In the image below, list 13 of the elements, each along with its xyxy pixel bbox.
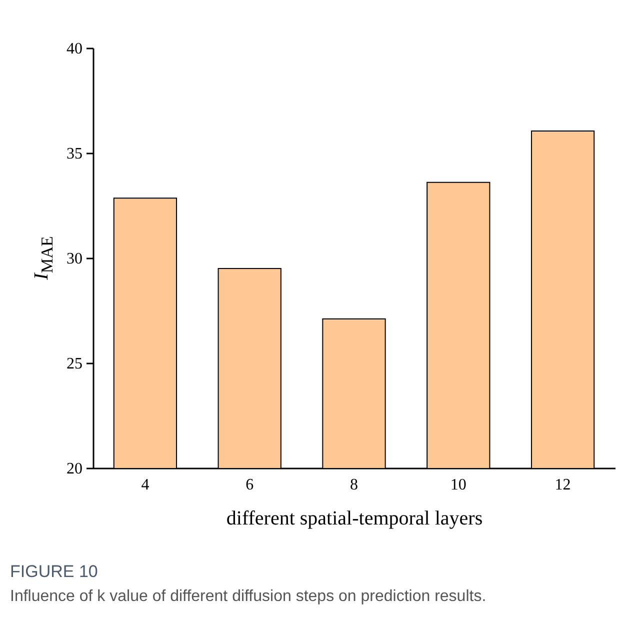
x-axis-title: different spatial-temporal layers	[226, 508, 483, 530]
text: FIGURE 10	[10, 562, 99, 582]
y-tick-label: 30	[66, 250, 82, 268]
text: Influence of k value of different diffusion steps on prediction results.	[10, 588, 486, 606]
y-tick-label: 20	[66, 460, 82, 478]
y-tick-label: 35	[66, 146, 82, 162]
y-tick-label: 40	[66, 40, 82, 58]
y-tick-label: 25	[66, 356, 82, 372]
x-tick-label: 10	[450, 476, 466, 494]
x-tick-label: 4	[141, 476, 150, 494]
x-tick-label: 6	[246, 476, 254, 494]
x-tick-label: 12	[554, 476, 571, 494]
x-tick-label: 8	[350, 476, 358, 494]
